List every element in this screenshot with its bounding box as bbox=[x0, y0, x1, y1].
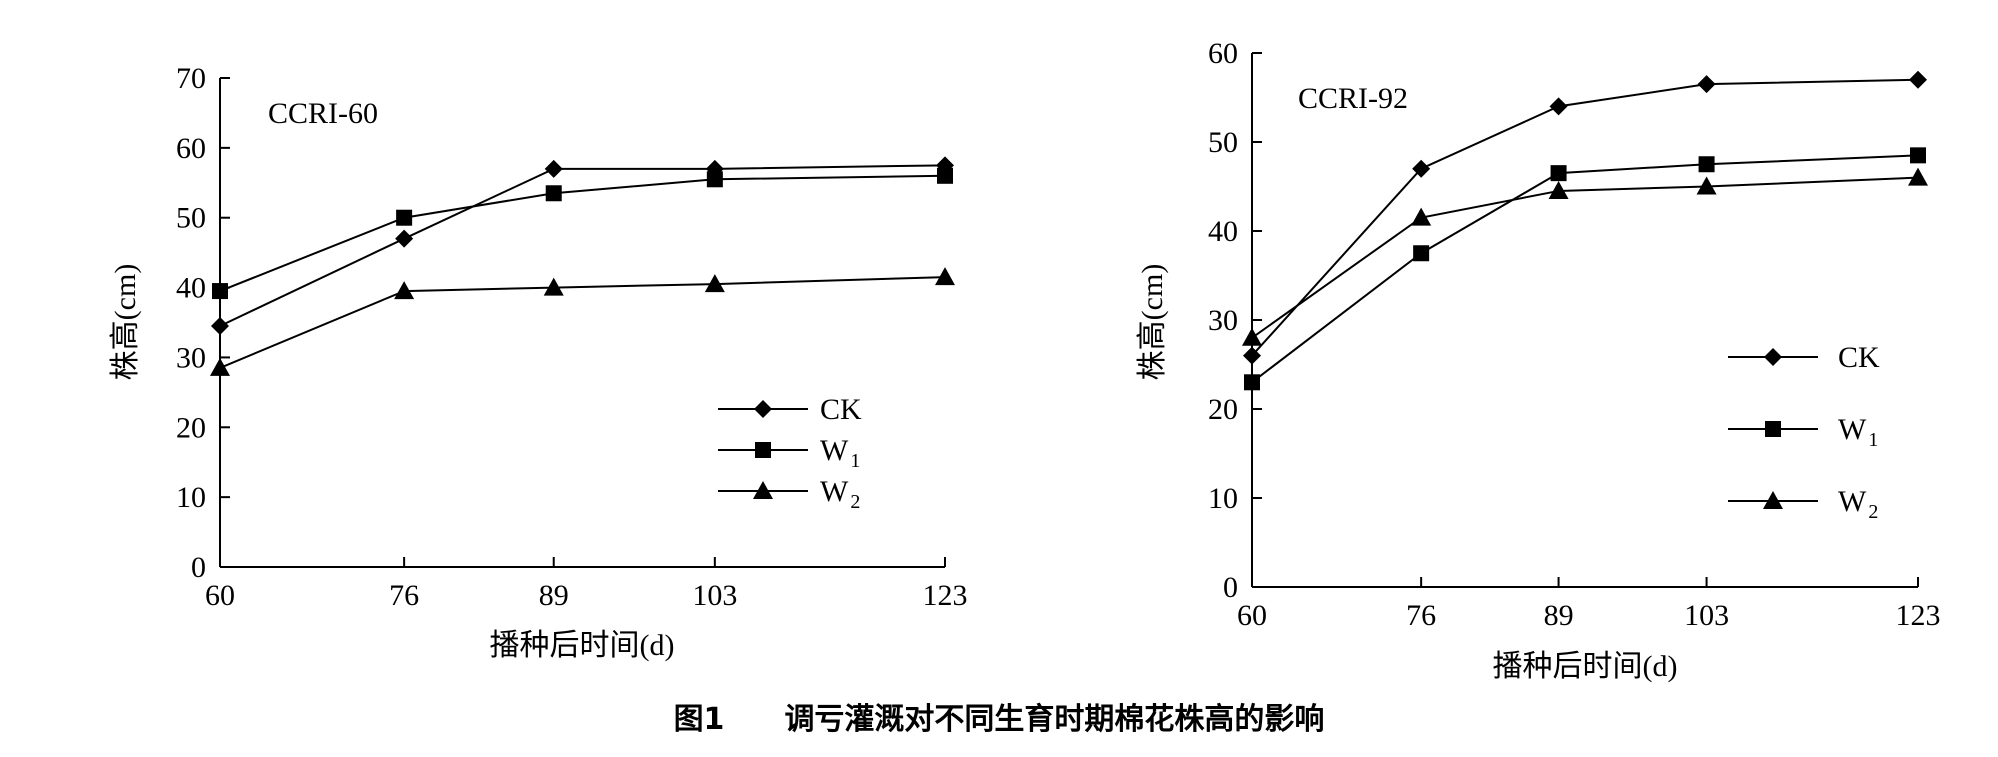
legend-marker bbox=[753, 481, 773, 499]
data-point bbox=[1242, 327, 1262, 346]
data-point bbox=[1243, 346, 1261, 365]
data-point bbox=[1909, 70, 1927, 89]
legend-entry: CK bbox=[718, 393, 862, 426]
chart-panel-1: 0 10 20 30 40 50 60 70 60 76 89 103 123 播种后时间(d) 株高(cm… bbox=[109, 62, 968, 662]
y-tick-label: 20 bbox=[176, 411, 206, 444]
legend-marker bbox=[1765, 421, 1781, 437]
figure-caption: 图1 调亏灌溉对不同生育时期棉花株高的影响 bbox=[0, 694, 1998, 738]
series-line bbox=[219, 276, 946, 369]
y-tick-label: 30 bbox=[1208, 304, 1238, 337]
x-axis-label: 播种后时间(d) bbox=[1493, 650, 1678, 683]
data-point bbox=[1413, 245, 1430, 262]
x-tick-label: 123 bbox=[1896, 599, 1941, 632]
data-point bbox=[935, 267, 955, 286]
data-point bbox=[394, 281, 415, 300]
data-point bbox=[937, 167, 953, 184]
data-point bbox=[545, 185, 562, 202]
y-tick-label: 50 bbox=[1208, 126, 1238, 159]
data-point bbox=[395, 229, 414, 248]
legend-marker bbox=[755, 442, 771, 458]
x-tick-label: 103 bbox=[692, 579, 737, 612]
data-point bbox=[210, 357, 230, 376]
y-tick-label: 50 bbox=[176, 202, 206, 235]
y-tick-label: 10 bbox=[1208, 482, 1238, 515]
chart-title: CCRI-92 bbox=[1298, 82, 1408, 115]
series-w2 bbox=[210, 267, 955, 376]
data-point bbox=[1411, 207, 1432, 226]
series-ck bbox=[1243, 70, 1927, 365]
y-tick-label: 40 bbox=[176, 272, 206, 305]
figure-caption-number: 图1 bbox=[673, 702, 725, 737]
series-w1 bbox=[212, 167, 953, 300]
series-line bbox=[1251, 176, 1919, 339]
data-point bbox=[212, 283, 228, 300]
legend-marker bbox=[1764, 348, 1782, 366]
data-point bbox=[1696, 176, 1717, 195]
legend-marker bbox=[1763, 491, 1783, 509]
x-tick-label: 60 bbox=[1237, 599, 1267, 632]
y-axis-label: 株高(cm) bbox=[1136, 264, 1169, 381]
series-w1 bbox=[1244, 147, 1926, 391]
series-ck bbox=[211, 156, 954, 335]
data-point bbox=[1698, 156, 1715, 173]
data-point bbox=[1910, 147, 1926, 164]
data-point bbox=[1244, 374, 1260, 391]
x-tick-label: 103 bbox=[1684, 599, 1729, 632]
y-tick-label: 10 bbox=[176, 481, 206, 514]
x-tick-label: 123 bbox=[923, 579, 968, 612]
legend-label: CK bbox=[820, 393, 862, 426]
chart-title: CCRI-60 bbox=[268, 97, 378, 130]
chart-panel-2: 0 10 20 30 40 50 60 60 76 89 103 123 播种后时间(d) 株高(cm) C… bbox=[1136, 37, 1941, 683]
data-point bbox=[544, 159, 563, 178]
series-w2 bbox=[1242, 167, 1928, 346]
data-point bbox=[1412, 159, 1431, 178]
y-tick-label: 60 bbox=[1208, 37, 1238, 70]
data-point bbox=[211, 316, 229, 335]
legend-label: CK bbox=[1838, 341, 1880, 374]
legend-marker bbox=[754, 400, 772, 418]
data-point bbox=[543, 277, 564, 296]
series-line bbox=[219, 164, 946, 327]
x-tick-label: 76 bbox=[1406, 599, 1436, 632]
x-tick-label: 89 bbox=[539, 579, 569, 612]
x-tick-label: 60 bbox=[205, 579, 235, 612]
data-point bbox=[1550, 165, 1567, 182]
x-axis-label: 播种后时间(d) bbox=[490, 629, 675, 662]
x-tick-label: 76 bbox=[389, 579, 419, 612]
y-tick-label: 0 bbox=[191, 551, 206, 584]
y-axis-label: 株高(cm) bbox=[109, 264, 142, 381]
y-tick-label: 40 bbox=[1208, 215, 1238, 248]
series-line bbox=[1251, 78, 1919, 357]
data-point bbox=[706, 171, 723, 188]
x-tick-label: 89 bbox=[1544, 599, 1574, 632]
y-tick-label: 30 bbox=[176, 341, 206, 374]
legend-entry: CK bbox=[1728, 341, 1880, 374]
y-tick-label: 60 bbox=[176, 132, 206, 165]
data-point bbox=[1697, 75, 1716, 94]
y-tick-label: 20 bbox=[1208, 393, 1238, 426]
data-point bbox=[1548, 180, 1569, 199]
data-point bbox=[704, 274, 725, 293]
y-tick-label: 70 bbox=[176, 62, 206, 95]
figure-caption-text: 调亏灌溉对不同生育时期棉花株高的影响 bbox=[784, 702, 1325, 737]
data-point bbox=[396, 209, 413, 226]
y-tick-label: 0 bbox=[1223, 571, 1238, 604]
data-point bbox=[1908, 167, 1928, 186]
data-point bbox=[1549, 97, 1568, 116]
